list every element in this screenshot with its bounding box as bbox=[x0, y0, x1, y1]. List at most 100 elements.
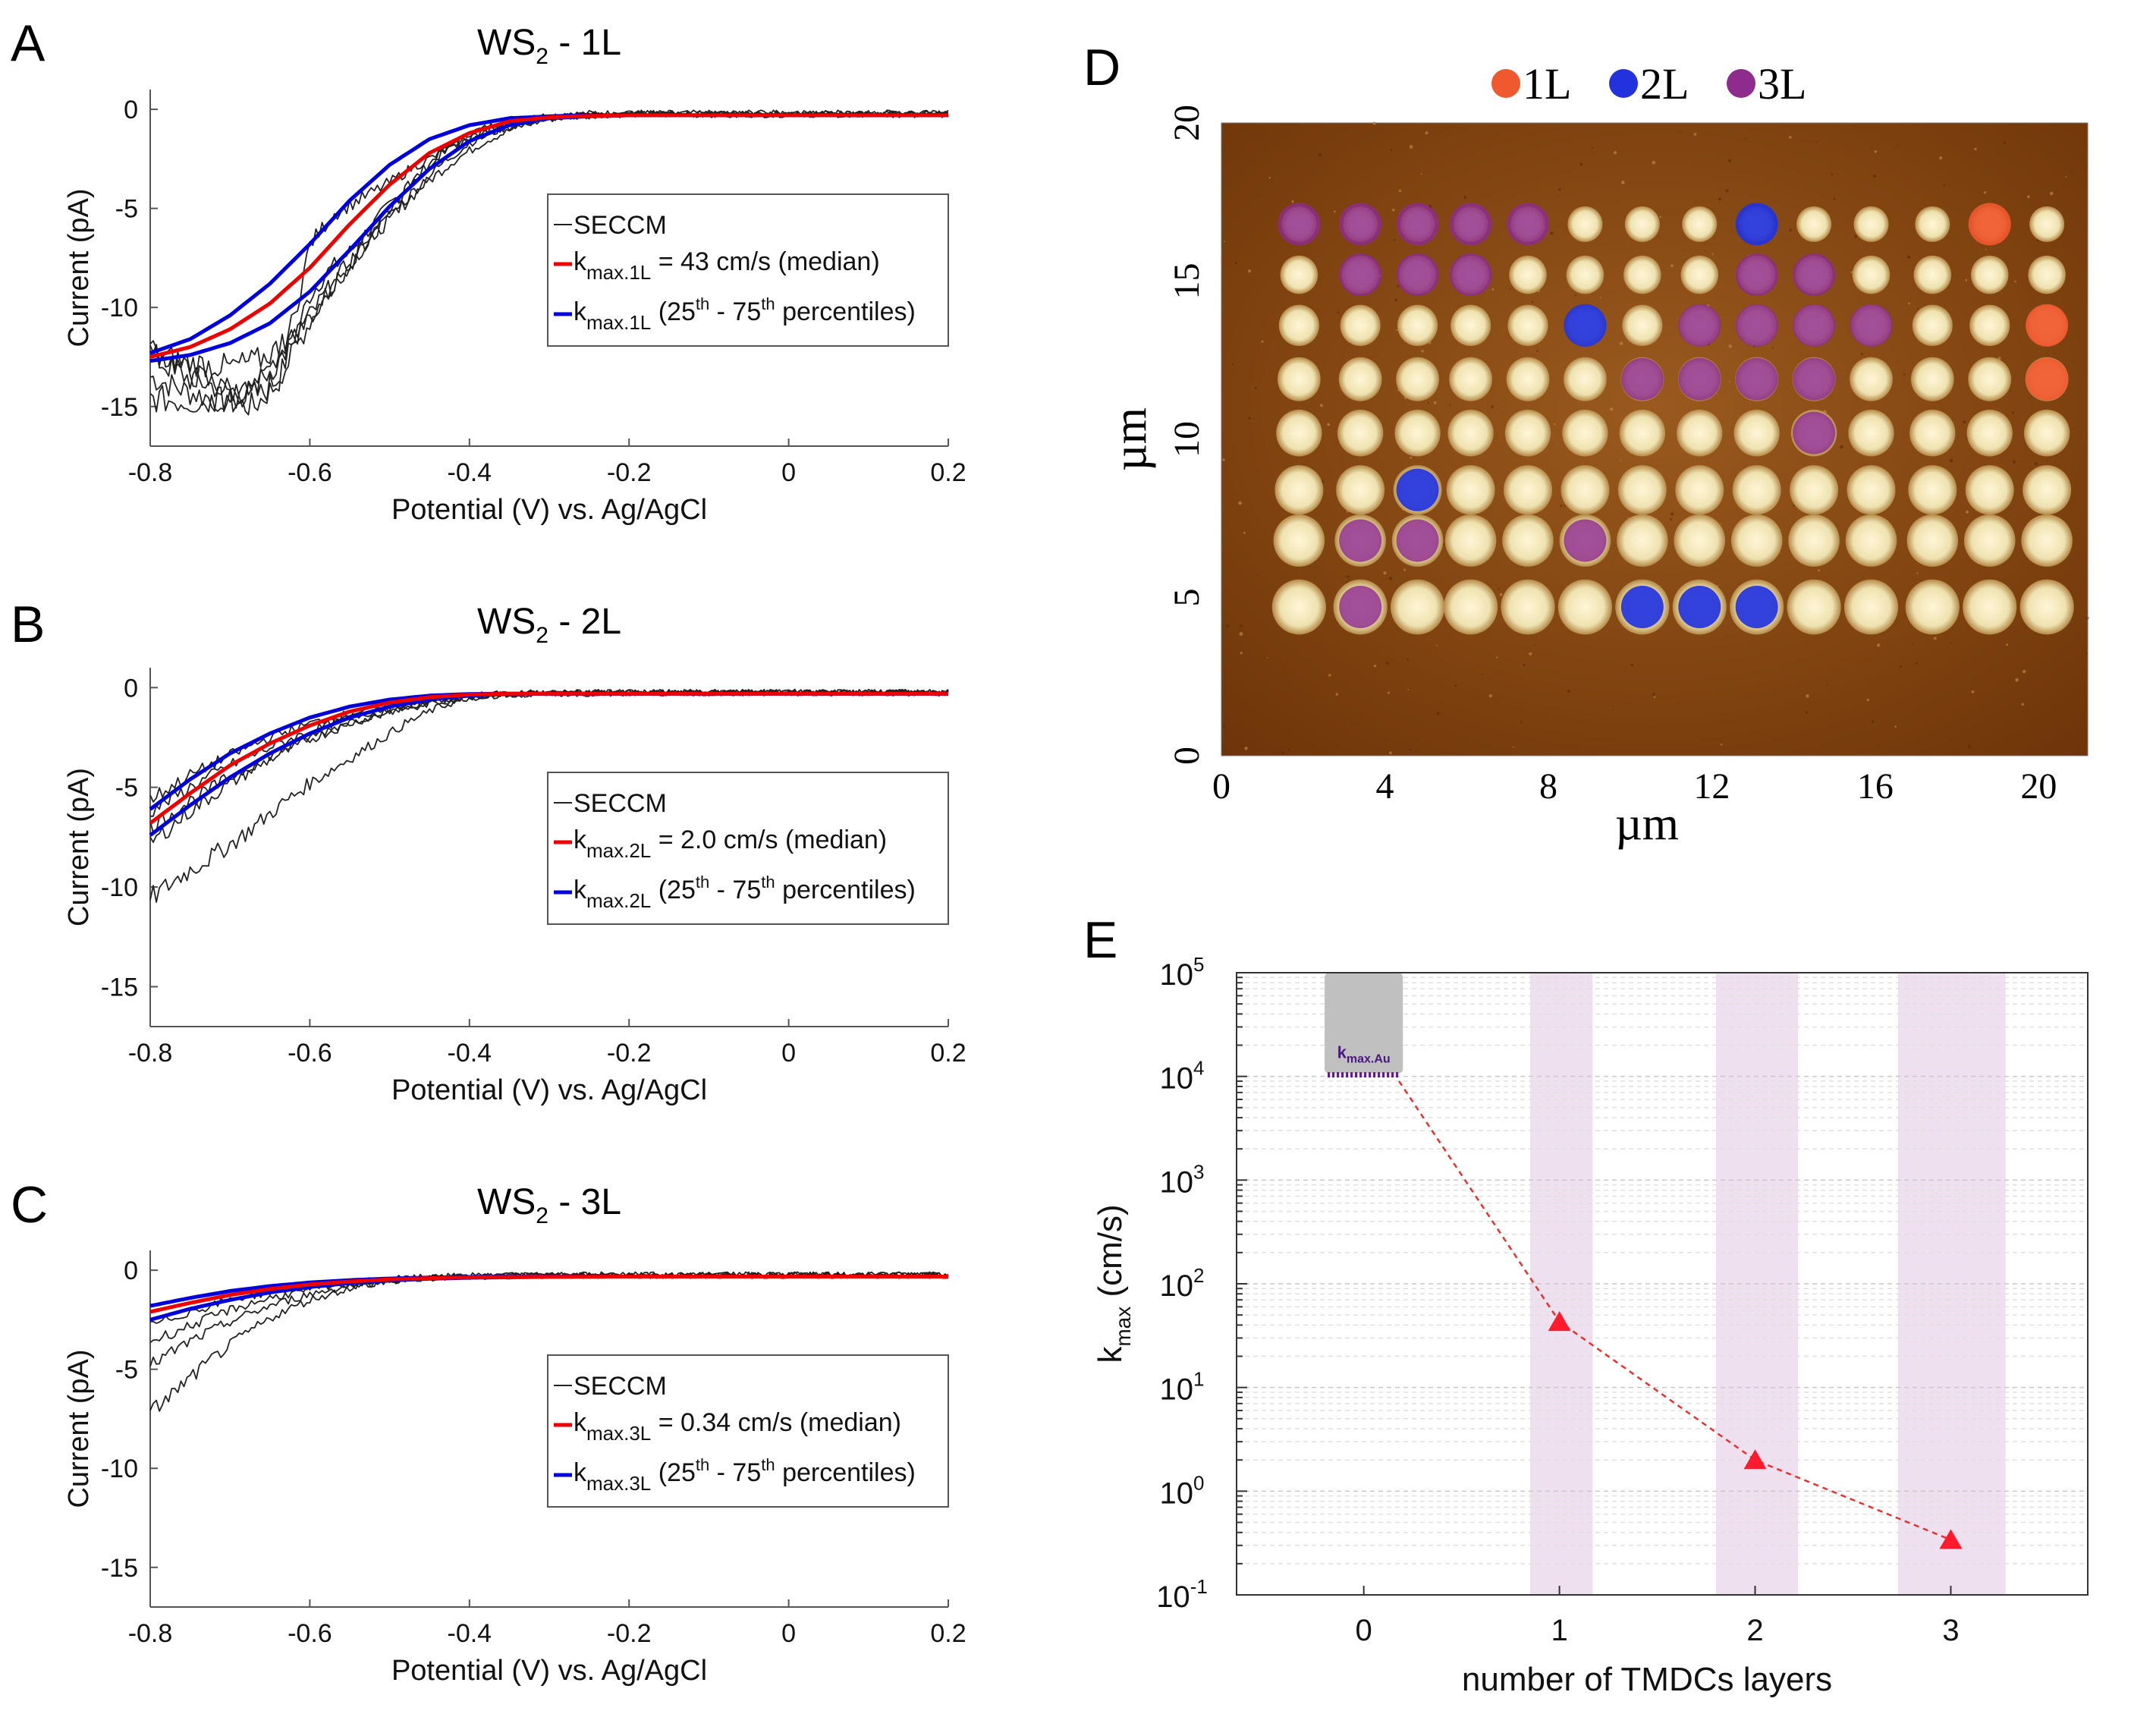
afm-spot bbox=[1277, 357, 1321, 401]
afm-texture bbox=[1529, 652, 1532, 656]
panel-title: WS2 - 1L bbox=[477, 23, 621, 69]
legend-label-1l: 1L bbox=[1523, 59, 1571, 108]
afm-texture bbox=[1866, 698, 1869, 702]
afm-spot bbox=[2021, 514, 2073, 567]
legend-box bbox=[547, 772, 949, 925]
x-axis-label: Potential (V) vs. Ag/AgCl bbox=[391, 1074, 707, 1106]
legend-label-percentile: kmax.3L (25th - 75th percentiles) bbox=[574, 1455, 916, 1495]
legend-subscript: max.1L bbox=[586, 311, 651, 334]
legend-label-seccm: SECCM bbox=[574, 789, 667, 818]
panel-letter-b: B bbox=[11, 596, 45, 653]
x-tick-label: -0.8 bbox=[128, 1039, 173, 1068]
y-tick-label: -5 bbox=[115, 774, 138, 803]
afm-texture bbox=[1671, 264, 1674, 268]
afm-texture bbox=[1966, 510, 1969, 514]
legend-marker-1l bbox=[1491, 69, 1520, 98]
afm-texture bbox=[1903, 373, 1906, 376]
title-text: - 1L bbox=[548, 23, 621, 63]
x-tick-label: 0.2 bbox=[930, 1039, 966, 1068]
afm-spot bbox=[1507, 304, 1548, 347]
afm-spot bbox=[1280, 255, 1319, 294]
data-point bbox=[1743, 1449, 1767, 1470]
y-tick-label: 10-1 bbox=[1156, 1575, 1208, 1614]
afm-spot bbox=[1680, 255, 1719, 294]
legend-label-3l: 3L bbox=[1758, 59, 1806, 108]
afm-texture bbox=[1398, 189, 1402, 193]
afm-spot bbox=[2023, 409, 2070, 457]
afm-texture bbox=[1659, 215, 1661, 219]
afm-texture bbox=[1908, 302, 1910, 305]
y-tick-base: 10 bbox=[1156, 1580, 1190, 1614]
afm-texture bbox=[1963, 420, 1966, 424]
x-tick-label: 0.2 bbox=[930, 1619, 966, 1648]
plot-frame bbox=[1236, 972, 2089, 1596]
x-tick-label: 1 bbox=[1551, 1614, 1567, 1647]
afm-texture bbox=[1463, 196, 1467, 200]
x-axis-label: Potential (V) vs. Ag/AgCl bbox=[391, 494, 707, 526]
legend-label-2l: 2L bbox=[1640, 59, 1689, 108]
y-axis-label: Current (pA) bbox=[63, 768, 95, 926]
afm-texture bbox=[1319, 404, 1323, 407]
layer-marker-3l bbox=[1449, 203, 1492, 246]
afm-texture bbox=[1388, 691, 1390, 694]
afm-texture bbox=[1410, 456, 1413, 459]
legend-subscript: max.3L bbox=[586, 1422, 651, 1445]
layer-marker-3l bbox=[1735, 357, 1778, 401]
afm-texture bbox=[1574, 294, 1576, 297]
title-text: WS bbox=[477, 23, 536, 63]
y-tick-exponent: 1 bbox=[1193, 1368, 1204, 1391]
y-tick-label: 101 bbox=[1160, 1368, 1205, 1407]
layer-marker-3l bbox=[1793, 303, 1836, 347]
y-tick-base: 10 bbox=[1160, 1269, 1194, 1303]
legend-text: (25 bbox=[651, 1458, 696, 1487]
x-tick-label: -0.6 bbox=[288, 1619, 332, 1648]
x-tick-label: -0.6 bbox=[288, 1039, 332, 1068]
afm-texture bbox=[1680, 131, 1681, 133]
median-fit-line bbox=[149, 691, 948, 826]
afm-texture bbox=[1718, 197, 1721, 201]
afm-texture bbox=[1612, 706, 1614, 707]
afm-texture bbox=[1949, 458, 1953, 463]
afm-spot bbox=[1617, 514, 1668, 567]
afm-texture bbox=[1950, 642, 1952, 644]
y-tick-label: -5 bbox=[115, 1356, 138, 1385]
x-tick-label: 12 bbox=[1693, 766, 1730, 807]
layer-marker-3l bbox=[1396, 253, 1439, 297]
y-tick-label: -15 bbox=[101, 973, 138, 1002]
layer-marker-3l bbox=[1507, 203, 1550, 246]
series-group bbox=[149, 688, 949, 903]
legend-text: percentiles) bbox=[775, 876, 916, 904]
afm-texture bbox=[1491, 405, 1494, 408]
afm-texture bbox=[1912, 643, 1914, 646]
legend-text: (25 bbox=[651, 297, 696, 326]
afm-spot bbox=[1850, 357, 1893, 401]
afm-texture bbox=[2021, 703, 2024, 706]
cv-panel-c: -0.8 -0.6 -0.4 -0.2 0 0.2 0 -5 -10 -15 Potential (… bbox=[63, 1182, 966, 1687]
afm-texture bbox=[1815, 141, 1818, 143]
afm-texture bbox=[1391, 209, 1395, 212]
afm-texture bbox=[1407, 689, 1410, 690]
reference-band bbox=[1325, 973, 1403, 1074]
legend-text: (25 bbox=[651, 876, 696, 904]
afm-spot bbox=[1450, 304, 1491, 347]
x-tick-label: 0 bbox=[1212, 766, 1231, 807]
afm-texture bbox=[1652, 693, 1655, 696]
afm-texture bbox=[1550, 231, 1554, 235]
afm-spot bbox=[1790, 465, 1839, 515]
x-tick-label: -0.2 bbox=[607, 458, 652, 487]
afm-texture bbox=[1840, 445, 1843, 449]
afm-texture bbox=[1621, 181, 1625, 184]
afm-texture bbox=[1985, 249, 1987, 250]
afm-spot bbox=[1848, 409, 1894, 457]
afm-texture bbox=[1498, 588, 1501, 590]
afm-spot bbox=[1908, 465, 1957, 515]
afm-texture bbox=[1268, 177, 1271, 179]
afm-texture bbox=[1943, 184, 1946, 187]
afm-texture bbox=[1805, 711, 1809, 714]
x-tick-label: 0 bbox=[1356, 1614, 1372, 1647]
afm-spot bbox=[1567, 206, 1603, 242]
afm-texture bbox=[1693, 133, 1697, 136]
afm-texture bbox=[1789, 228, 1792, 231]
